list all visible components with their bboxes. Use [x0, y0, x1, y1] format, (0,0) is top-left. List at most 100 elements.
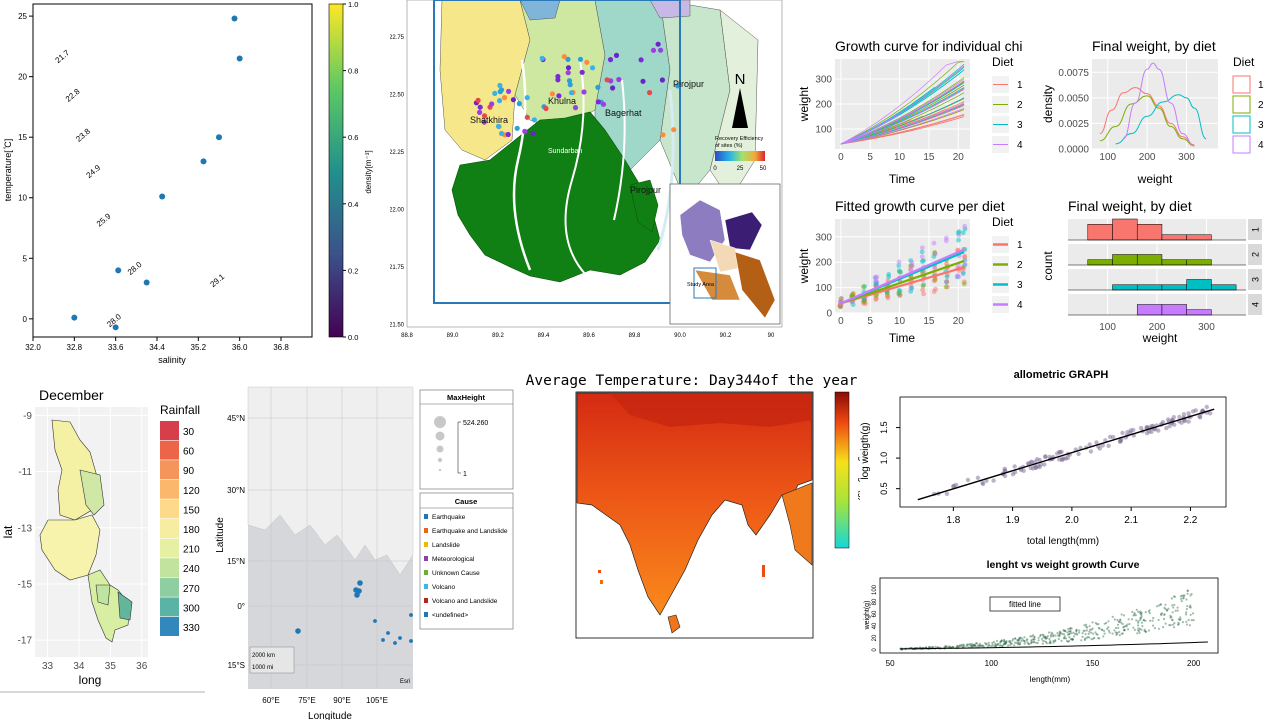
lw-point — [945, 645, 948, 648]
district-north — [519, 0, 561, 21]
inset-study-area-box — [693, 267, 717, 299]
lw-point — [962, 643, 965, 646]
legend-label: 3 — [1258, 120, 1264, 131]
river — [512, 59, 532, 271]
lw-point — [1192, 619, 1195, 622]
y-tick-label: 300 — [815, 75, 832, 86]
lw-point — [1152, 616, 1155, 620]
allometric-point — [1076, 451, 1081, 457]
lw-point — [1001, 644, 1004, 647]
chickweight-charts: Growth curve for individual chi 0 5 10 15 20… — [797, 38, 1264, 345]
lw-point — [956, 644, 959, 647]
lw-point — [1000, 639, 1003, 642]
lw-point — [1004, 641, 1008, 644]
x-tick-label: 89.2 — [492, 333, 504, 339]
india-title: Average Temperature: Day344of the year 1… — [526, 373, 860, 389]
event-point — [381, 638, 385, 642]
lw-point — [1091, 627, 1094, 630]
weight-observation — [896, 268, 902, 273]
weight-observation — [896, 263, 902, 269]
lw-point — [1163, 606, 1166, 609]
x-tick-label: 90.0 — [674, 333, 686, 339]
lw-point — [1147, 629, 1150, 632]
weight-observation — [920, 283, 926, 289]
lw-point — [1050, 634, 1053, 637]
chick-growth-line — [840, 65, 965, 145]
lw-point — [1058, 635, 1061, 638]
lw-point — [1062, 633, 1065, 636]
legend-label: 4 — [1017, 140, 1023, 151]
x-tick-label: 36.0 — [232, 343, 248, 352]
density-curve-diet-3 — [1115, 94, 1207, 145]
malawi-map: December 33 34 35 36 -9 -11 -13 -15 -17 long lat… — [0, 387, 205, 693]
sampling-site — [497, 98, 503, 104]
legend-key — [1232, 115, 1251, 134]
lw-point — [948, 645, 951, 648]
weight-observation — [961, 281, 967, 287]
sampling-site — [497, 89, 503, 95]
sampling-site — [477, 109, 483, 115]
lw-point — [936, 646, 939, 649]
y-tick-label: 45°N — [227, 414, 245, 423]
cause-legend-key — [424, 584, 428, 589]
lw-point — [1096, 633, 1099, 636]
lw-point — [1103, 632, 1106, 635]
label-pirojpur: Pirojpur — [673, 79, 704, 89]
lw-point — [1085, 629, 1088, 632]
lw-point — [961, 644, 964, 647]
weight-observation — [919, 254, 925, 260]
ts-diagram-panel: 21.7 22.8 23.8 24.9 25.9 28.0 29.1 28.0 32.0 32.… — [0, 0, 390, 370]
lw-point — [1091, 621, 1094, 624]
sampling-site — [675, 83, 681, 89]
x-tick-label: 32.8 — [67, 343, 83, 352]
lw-point — [1059, 633, 1062, 636]
lw-point — [1142, 619, 1146, 622]
lw-point — [1159, 613, 1162, 616]
lw-point — [1023, 642, 1026, 645]
lw-point — [1041, 633, 1044, 636]
lw-point — [1023, 636, 1026, 639]
lw-point — [1187, 618, 1190, 622]
lw-point — [1030, 642, 1033, 645]
sampling-site — [530, 131, 536, 137]
lw-point — [1073, 635, 1076, 638]
lw-point — [1002, 643, 1006, 646]
rainfall-legend-label: 240 — [183, 564, 200, 575]
hist-bar — [1112, 218, 1138, 241]
lw-point — [968, 643, 971, 646]
lw-point — [1170, 597, 1173, 600]
lw-point — [1106, 627, 1109, 630]
lw-point — [999, 644, 1002, 647]
allometric-point — [975, 475, 981, 480]
lw-point — [1069, 638, 1072, 641]
allometric-y-label: log weigth(g) — [860, 422, 871, 479]
lw-point — [1068, 640, 1071, 643]
lw-point — [1071, 638, 1074, 641]
event-point — [295, 628, 301, 634]
rainfall-legend-key — [160, 558, 179, 578]
x-tick-label: 35.2 — [191, 343, 207, 352]
lw-point — [1018, 637, 1021, 640]
esri-credit: Esri — [400, 679, 410, 685]
cb-tick-label: 0.8 — [348, 67, 358, 76]
x-tick-label: 100 — [985, 659, 999, 668]
size-marker-small — [436, 445, 444, 453]
lw-point — [1013, 644, 1016, 647]
lw-point — [993, 645, 996, 648]
landmass-asia — [247, 386, 414, 576]
hist-bar — [1087, 259, 1113, 266]
lw-point — [1018, 643, 1021, 646]
lw-point — [1057, 637, 1060, 641]
lw-point — [1026, 641, 1029, 644]
recovery-tick: 50 — [760, 166, 767, 172]
lw-point — [1075, 629, 1078, 632]
sampling-site — [610, 85, 616, 91]
lw-point — [999, 641, 1002, 644]
north-arrow-icon — [732, 88, 748, 128]
lw-point — [1143, 629, 1146, 633]
lw-point — [1088, 625, 1091, 628]
lw-point — [1103, 622, 1106, 625]
lw-point — [1047, 631, 1051, 634]
growth-individual-x-label: Time — [889, 172, 916, 186]
lw-point — [1164, 608, 1167, 611]
